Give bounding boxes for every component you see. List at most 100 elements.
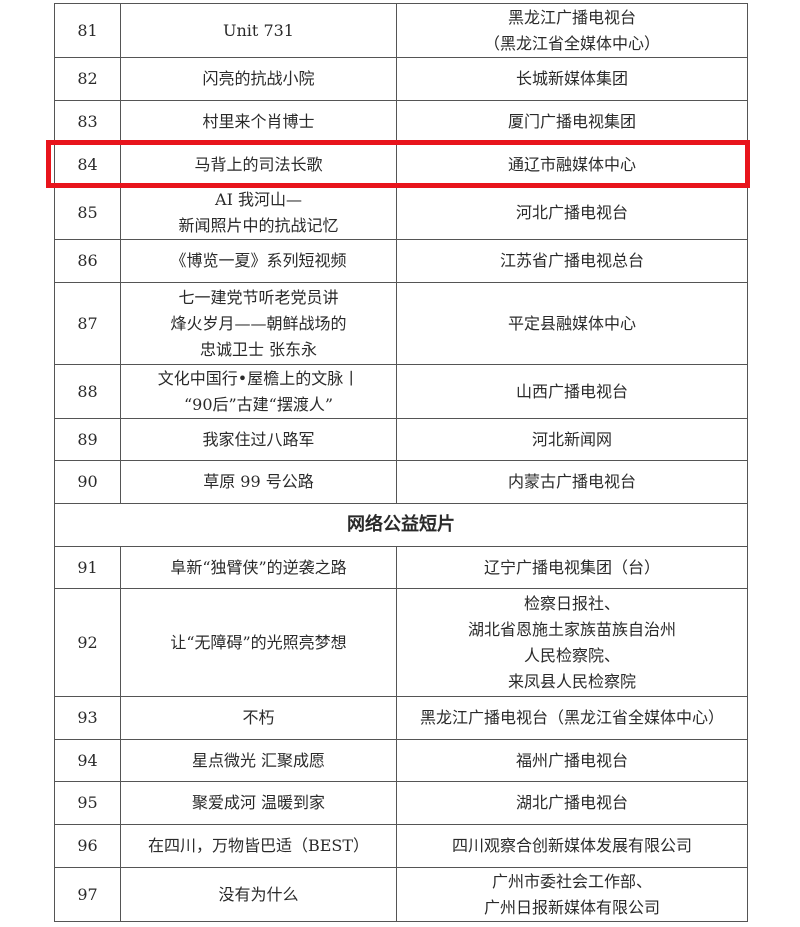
organization-line: 黑龙江广播电视台 — [507, 7, 636, 27]
work-title: 没有为什么 — [120, 867, 397, 922]
work-title: 聚爱成河 温暖到家 — [120, 781, 397, 825]
organization-line: 厦门广播电视集团 — [507, 112, 636, 131]
organization-line: 平定县融媒体中心 — [507, 313, 636, 333]
table-row: 86 《博览一夏》系列短视频 江苏省广播电视总台 — [54, 239, 748, 283]
work-title: 文化中国行•屋檐上的文脉丨 “90后”古建“摆渡人” — [120, 364, 397, 419]
table-row: 85 AI 我河山— 新闻照片中的抗战记忆 河北广播电视台 — [54, 186, 748, 240]
organization: 辽宁广播电视集团（台） — [396, 546, 748, 589]
organization: 广州市委社会工作部、 广州日报新媒体有限公司 — [396, 867, 748, 922]
organization-line: 辽宁广播电视集团（台） — [483, 557, 660, 577]
organization-line: 来凤县人民检察院 — [507, 671, 636, 691]
organization: 平定县融媒体中心 — [396, 282, 748, 365]
organization-line: 江苏省广播电视总台 — [499, 251, 644, 270]
work-title-line: 草原 99 号公路 — [203, 472, 314, 491]
organization-line: 山西广播电视台 — [515, 381, 628, 401]
table-row: 89 我家住过八路军 河北新闻网 — [54, 418, 748, 461]
row-number: 91 — [54, 546, 121, 589]
organization-line: 内蒙古广播电视台 — [507, 472, 636, 491]
organization-line: 广州市委社会工作部、 — [491, 871, 652, 891]
organization-line: 长城新媒体集团 — [515, 69, 628, 88]
row-number: 81 — [54, 3, 121, 58]
work-title: Unit 731 — [120, 3, 397, 58]
table-row: 88 文化中国行•屋檐上的文脉丨 “90后”古建“摆渡人” 山西广播电视台 — [54, 364, 748, 419]
organization: 黑龙江广播电视台 （黑龙江省全媒体中心） — [396, 3, 748, 58]
table-row: 82 闪亮的抗战小院 长城新媒体集团 — [54, 57, 748, 101]
work-title-line: Unit 731 — [223, 20, 294, 40]
row-number: 97 — [54, 867, 121, 922]
work-title-line: 忠诚卫士 张东永 — [199, 339, 318, 359]
work-title: 马背上的司法长歌 — [120, 143, 397, 187]
row-number: 93 — [54, 696, 121, 740]
table-row: 92 让“无障碍”的光照亮梦想 检察日报社、 湖北省恩施土家族苗族自治州 人民检察院、来… — [54, 588, 748, 697]
work-title-line: 不朽 — [242, 708, 275, 727]
organization-line: 人民检察院、 — [523, 645, 620, 665]
section-header-row: 网络公益短片 — [54, 503, 748, 547]
table-row: 97 没有为什么 广州市委社会工作部、 广州日报新媒体有限公司 — [54, 867, 748, 922]
row-number: 94 — [54, 739, 121, 782]
organization: 江苏省广播电视总台 — [396, 239, 748, 283]
row-number: 88 — [54, 364, 121, 419]
table-row: 81 Unit 731 黑龙江广播电视台 （黑龙江省全媒体中心） — [54, 3, 748, 58]
organization: 厦门广播电视集团 — [396, 100, 748, 144]
organization: 河北广播电视台 — [396, 186, 748, 240]
work-title: 闪亮的抗战小院 — [120, 57, 397, 101]
work-title-line: 没有为什么 — [218, 884, 299, 904]
row-number: 96 — [54, 824, 121, 868]
awards-table: 81 Unit 731 黑龙江广播电视台 （黑龙江省全媒体中心） 82 闪亮的抗战小院 长城… — [54, 3, 748, 922]
work-title-line: 新闻照片中的抗战记忆 — [178, 216, 339, 235]
organization-line: 广州日报新媒体有限公司 — [483, 897, 660, 917]
work-title: 在四川，万物皆巴适（BEST） — [120, 824, 397, 868]
organization-line: （黑龙江省全媒体中心） — [483, 33, 660, 53]
work-title: 不朽 — [120, 696, 397, 740]
organization-line: 河北新闻网 — [531, 429, 612, 449]
work-title-line: 闪亮的抗战小院 — [202, 69, 315, 88]
organization: 长城新媒体集团 — [396, 57, 748, 101]
organization: 河北新闻网 — [396, 418, 748, 461]
work-title-line: 文化中国行•屋檐上的文脉丨 — [157, 368, 360, 388]
work-title-line: 让“无障碍”的光照亮梦想 — [170, 632, 347, 652]
organization: 黑龙江广播电视台（黑龙江省全媒体中心） — [396, 696, 748, 740]
row-number: 87 — [54, 282, 121, 365]
organization: 福州广播电视台 — [396, 739, 748, 782]
organization-line: 湖北广播电视台 — [515, 793, 628, 812]
organization: 四川观察合创新媒体发展有限公司 — [396, 824, 748, 868]
work-title-line: AI 我河山— — [215, 190, 302, 209]
work-title: 草原 99 号公路 — [120, 460, 397, 504]
work-title: AI 我河山— 新闻照片中的抗战记忆 — [120, 186, 397, 240]
row-number: 85 — [54, 186, 121, 240]
work-title: 我家住过八路军 — [120, 418, 397, 461]
organization-line: 通辽市融媒体中心 — [507, 155, 636, 174]
table-row: 84 马背上的司法长歌 通辽市融媒体中心 — [54, 143, 748, 187]
table-row: 96 在四川，万物皆巴适（BEST） 四川观察合创新媒体发展有限公司 — [54, 824, 748, 868]
row-number: 90 — [54, 460, 121, 504]
work-title-line: 七一建党节听老党员讲 — [178, 287, 339, 307]
work-title: 村里来个肖博士 — [120, 100, 397, 144]
work-title: 《博览一夏》系列短视频 — [120, 239, 397, 283]
work-title: 阜新“独臂侠”的逆袭之路 — [120, 546, 397, 589]
work-title-line: 烽火岁月——朝鲜战场的 — [170, 313, 347, 333]
row-number: 83 — [54, 100, 121, 144]
work-title-line: 《博览一夏》系列短视频 — [170, 251, 347, 270]
organization: 检察日报社、 湖北省恩施土家族苗族自治州 人民检察院、 来凤县人民检察院 — [396, 588, 748, 697]
table-row: 91 阜新“独臂侠”的逆袭之路 辽宁广播电视集团（台） — [54, 546, 748, 589]
organization-line: 四川观察合创新媒体发展有限公司 — [451, 836, 692, 855]
row-number: 82 — [54, 57, 121, 101]
table-row: 95 聚爱成河 温暖到家 湖北广播电视台 — [54, 781, 748, 825]
work-title-line: 星点微光 汇聚成愿 — [191, 750, 326, 770]
organization-line: 福州广播电视台 — [515, 750, 628, 770]
work-title: 七一建党节听老党员讲 烽火岁月——朝鲜战场的 忠诚卫士 张东永 — [120, 282, 397, 365]
organization-line: 河北广播电视台 — [515, 203, 628, 222]
organization: 通辽市融媒体中心 — [396, 143, 748, 187]
work-title-line: 聚爱成河 温暖到家 — [191, 793, 326, 812]
work-title: 让“无障碍”的光照亮梦想 — [120, 588, 397, 697]
work-title-line: 村里来个肖博士 — [202, 112, 315, 131]
section-title: 网络公益短片 — [54, 503, 748, 547]
row-number: 92 — [54, 588, 121, 697]
row-number: 84 — [54, 143, 121, 187]
organization-line: 检察日报社、 — [523, 593, 620, 613]
work-title: 星点微光 汇聚成愿 — [120, 739, 397, 782]
work-title-line: 马背上的司法长歌 — [194, 155, 323, 174]
work-title-line: 阜新“独臂侠”的逆袭之路 — [170, 557, 347, 577]
work-title-line: 我家住过八路军 — [202, 429, 315, 449]
table-row: 90 草原 99 号公路 内蒙古广播电视台 — [54, 460, 748, 504]
